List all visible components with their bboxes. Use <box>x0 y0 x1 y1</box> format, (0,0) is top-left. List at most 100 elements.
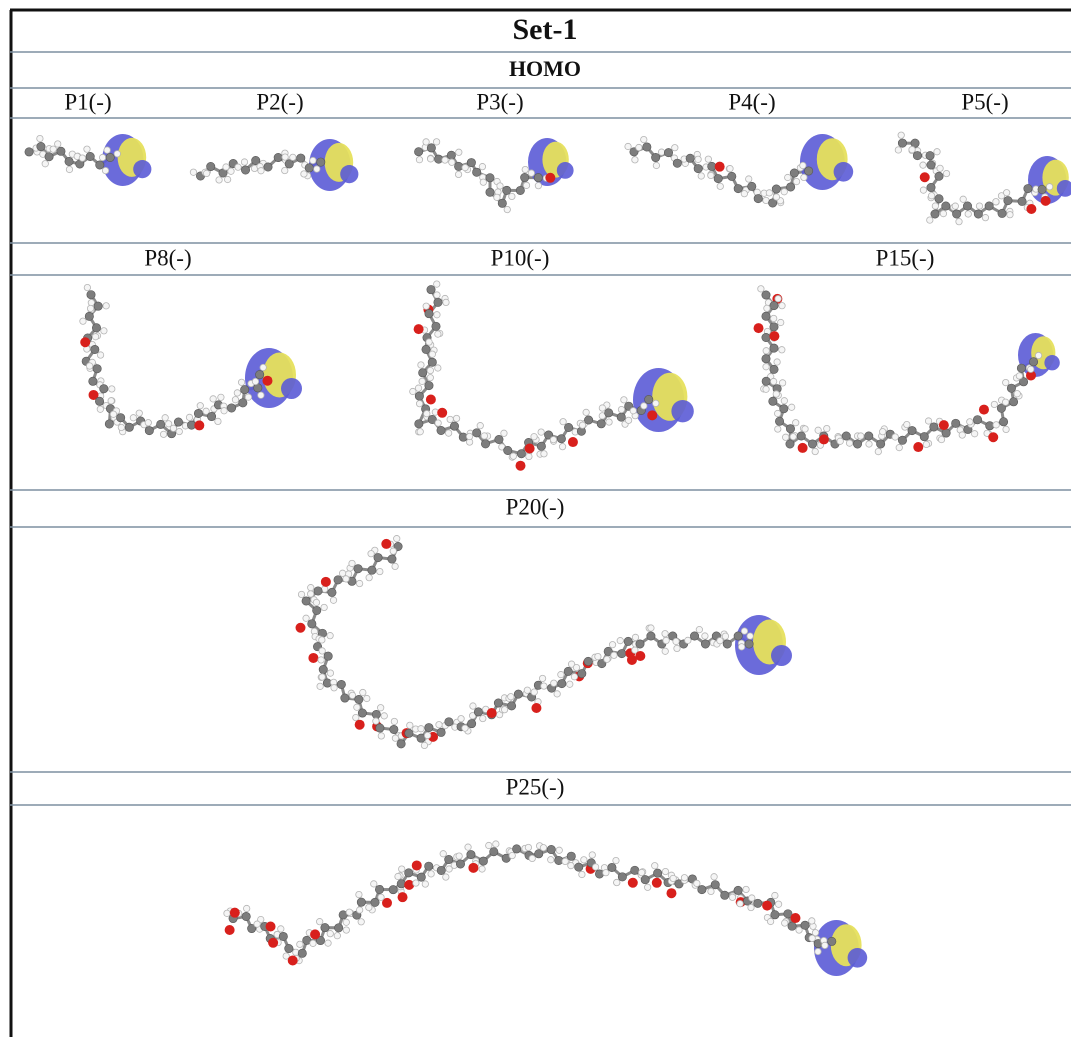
hydrogen-atom <box>775 296 781 302</box>
carbon-atom <box>437 728 445 736</box>
carbon-atom <box>641 875 649 883</box>
carbon-atom <box>405 729 413 737</box>
hydrogen-atom <box>663 637 669 643</box>
hydrogen-atom <box>413 880 419 886</box>
carbon-atom <box>375 885 383 893</box>
hydrogen-atom <box>788 404 794 410</box>
hydrogen-atom <box>741 628 747 634</box>
carbon-atom <box>558 679 566 687</box>
carbon-atom <box>285 160 293 168</box>
hydrogen-atom <box>524 687 530 693</box>
hydrogen-atom <box>371 881 377 887</box>
hydrogen-atom <box>554 691 560 697</box>
hydrogen-atom <box>809 918 815 924</box>
oxygen-atom <box>288 956 298 966</box>
oxygen-atom <box>321 577 331 587</box>
hydrogen-atom <box>526 453 532 459</box>
hydrogen-atom <box>960 196 966 202</box>
hydrogen-atom <box>479 866 485 872</box>
hydrogen-atom <box>621 397 627 403</box>
hydrogen-atom <box>611 652 617 658</box>
hydrogen-atom <box>579 871 585 877</box>
oxygen-atom <box>531 703 541 713</box>
carbon-atom <box>786 440 794 448</box>
oxygen-atom <box>819 434 829 444</box>
hydrogen-atom <box>976 203 982 209</box>
hydrogen-atom <box>343 919 349 925</box>
carbon-atom <box>952 419 960 427</box>
carbon-atom <box>319 665 327 673</box>
carbon-atom <box>376 724 384 732</box>
hydrogen-atom <box>636 144 642 150</box>
hydrogen-atom <box>243 905 249 911</box>
hydrogen-atom <box>617 637 623 643</box>
orbital-lobe <box>848 948 868 968</box>
carbon-atom <box>516 186 524 194</box>
carbon-atom <box>786 183 794 191</box>
hydrogen-atom <box>493 841 499 847</box>
hydrogen-atom <box>395 873 401 879</box>
carbon-atom <box>762 333 770 341</box>
hydrogen-atom <box>662 630 668 636</box>
carbon-atom <box>481 440 489 448</box>
carbon-atom <box>100 385 108 393</box>
oxygen-atom <box>920 172 930 182</box>
molecule <box>25 134 152 186</box>
carbon-atom <box>89 377 97 385</box>
hydrogen-atom <box>449 159 455 165</box>
carbon-atom <box>368 566 376 574</box>
hydrogen-atom <box>109 386 115 392</box>
carbon-atom <box>673 159 681 167</box>
carbon-atom <box>227 404 235 412</box>
oxygen-atom <box>939 420 949 430</box>
carbon-atom <box>927 161 935 169</box>
hydrogen-atom <box>232 397 238 403</box>
carbon-atom <box>450 422 458 430</box>
hydrogen-atom <box>447 416 453 422</box>
hydrogen-atom <box>681 875 687 881</box>
molecule <box>625 134 853 207</box>
oxygen-atom <box>404 880 414 890</box>
hydrogen-atom <box>218 394 224 400</box>
hydrogen-atom <box>458 716 464 722</box>
hydrogen-atom <box>1003 426 1009 432</box>
hydrogen-atom <box>221 408 227 414</box>
oxygen-atom <box>635 651 645 661</box>
hydrogen-atom <box>423 303 429 309</box>
hydrogen-atom <box>417 429 423 435</box>
carbon-atom <box>797 432 805 440</box>
hydrogen-atom <box>809 935 815 941</box>
carbon-atom <box>698 885 706 893</box>
hydrogen-atom <box>331 685 337 691</box>
carbon-atom <box>728 172 736 180</box>
carbon-atom <box>317 158 325 166</box>
hydrogen-atom <box>162 415 168 421</box>
hydrogen-atom <box>442 157 448 163</box>
hydrogen-atom <box>421 742 427 748</box>
carbon-atom <box>274 153 282 161</box>
carbon-atom <box>25 148 33 156</box>
hydrogen-atom <box>925 418 931 424</box>
hydrogen-atom <box>509 852 515 858</box>
hydrogen-atom <box>772 892 778 898</box>
carbon-atom <box>85 312 93 320</box>
hydrogen-atom <box>114 151 120 157</box>
orbital-lobe <box>557 162 574 179</box>
carbon-atom <box>264 163 272 171</box>
carbon-atom <box>920 432 928 440</box>
carbon-atom <box>494 699 502 707</box>
hydrogen-atom <box>497 183 503 189</box>
hydrogen-atom <box>118 424 124 430</box>
hydrogen-atom <box>685 637 691 643</box>
oxygen-atom <box>652 878 662 888</box>
orbital-lobe <box>771 645 792 666</box>
carbon-atom <box>608 863 616 871</box>
carbon-atom <box>498 199 506 207</box>
hydrogen-atom <box>781 189 787 195</box>
subtitle: HOMO <box>509 56 581 81</box>
hydrogen-atom <box>812 448 818 454</box>
carbon-atom <box>473 429 481 437</box>
hydrogen-atom <box>920 162 926 168</box>
hydrogen-atom <box>641 136 647 142</box>
carbon-atom <box>239 399 247 407</box>
